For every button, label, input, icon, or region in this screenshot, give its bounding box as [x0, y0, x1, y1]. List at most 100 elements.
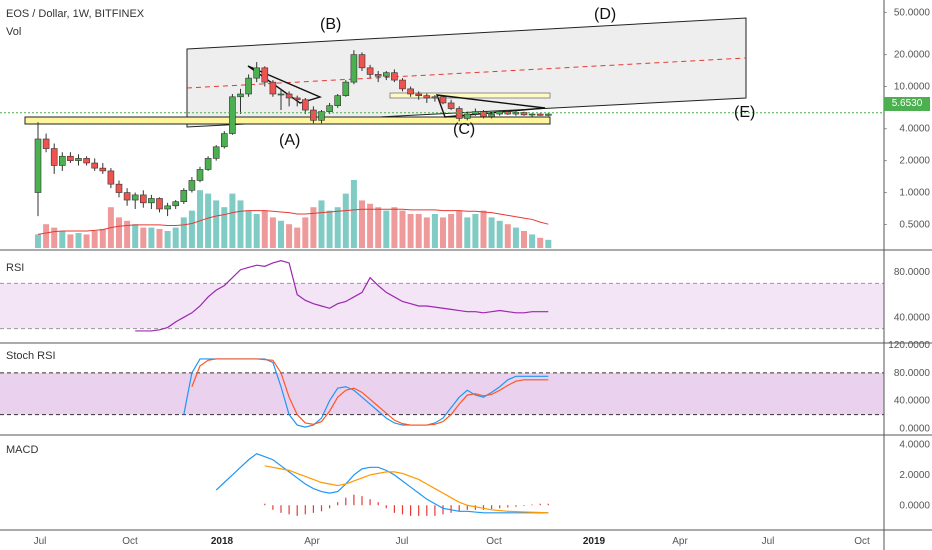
candle-body [229, 96, 236, 134]
x-tick-label: Jul [762, 536, 775, 547]
candle-body [107, 170, 115, 185]
candle-body [58, 155, 66, 166]
x-tick-label: Oct [486, 536, 502, 547]
symbol-title: EOS / Dollar, 1W, BITFINEX [6, 8, 145, 20]
stoch-y-tick-label: 80.0000 [894, 368, 931, 379]
volume-bar [456, 210, 463, 248]
candle-body [67, 155, 74, 161]
volume-bar [51, 227, 58, 248]
rsi-y-tick-label: 40.0000 [894, 312, 931, 323]
macd-y-tick-label: 4.0000 [899, 440, 930, 451]
volume-bar [245, 210, 252, 248]
volume-bar [205, 193, 212, 248]
candle-body [212, 146, 220, 159]
volume-bar [140, 227, 147, 248]
candle-body [91, 162, 98, 169]
candle-body [528, 113, 536, 116]
rsi-y-tick-label: 80.0000 [894, 267, 931, 278]
volume-bar [286, 224, 293, 248]
volume-bar [116, 217, 122, 248]
volume-bar [512, 227, 519, 248]
support-zone [24, 116, 551, 125]
candle-body [358, 54, 366, 69]
wave-label-c: (C) [453, 121, 476, 138]
candle-body [204, 158, 212, 170]
volume-bar [148, 227, 155, 248]
candle-body [310, 109, 317, 121]
y-tick-label: 4.0000 [899, 124, 930, 135]
volume-bar [132, 224, 139, 248]
candle-body [99, 167, 107, 172]
volume-bar [237, 200, 244, 248]
volume-bar [496, 220, 503, 248]
volume-bar [261, 210, 268, 248]
candle-body [342, 81, 350, 96]
candle-body [277, 93, 285, 96]
x-tick-label: Jul [396, 536, 409, 547]
wave-label-a: (A) [279, 132, 301, 149]
candle-body [463, 113, 471, 119]
volume-bar [67, 234, 74, 248]
candle-body [382, 72, 390, 77]
candle-body [245, 77, 252, 95]
volume-bar [124, 220, 131, 248]
candle-body [350, 54, 358, 83]
candle-body [480, 111, 487, 117]
candle-body [131, 194, 139, 201]
candle-body [374, 74, 382, 77]
macd-pane-label: MACD [6, 444, 39, 456]
rsi-pane-label: RSI [6, 262, 25, 274]
y-tick-label: 0.5000 [899, 219, 930, 230]
x-tick-label: Oct [122, 536, 138, 547]
candle-body [50, 148, 58, 166]
volume-bar [221, 207, 228, 248]
candle-body [439, 96, 447, 104]
volume-bar [59, 231, 66, 248]
volume-bar [488, 217, 495, 248]
signal-line [264, 465, 549, 514]
candle-body [366, 67, 374, 75]
y-tick-label: 10.0000 [894, 82, 931, 93]
volume-bar [399, 210, 406, 248]
x-tick-label: Apr [304, 536, 320, 547]
x-tick-label: 2018 [211, 536, 234, 547]
volume-bar [350, 180, 357, 248]
rsi-band [0, 283, 884, 329]
candle-body [455, 108, 463, 119]
candle-body [399, 79, 406, 90]
volume-bar [431, 214, 438, 248]
candle-body [391, 72, 398, 81]
y-tick-label: 50.0000 [894, 7, 931, 18]
candle-body [83, 158, 90, 164]
candle-body [544, 113, 552, 116]
wave-label-e: (E) [734, 104, 756, 121]
volume-bar [91, 231, 98, 248]
rsi-line [135, 260, 549, 332]
volume-bar [213, 200, 220, 248]
y-tick-label: 2.0000 [899, 156, 930, 167]
candle-body [431, 96, 439, 99]
x-tick-label: Apr [672, 536, 688, 547]
candle-body [148, 198, 155, 204]
candle-body [221, 133, 228, 148]
volume-bar [269, 217, 276, 248]
candle-body [188, 180, 196, 191]
candle-body [318, 111, 325, 121]
candle-body [334, 95, 342, 106]
x-tick-label: Jul [34, 536, 47, 547]
candle-body [164, 205, 171, 210]
volume-bar [99, 228, 106, 248]
stoch-rsi-pane-label: Stoch RSI [6, 350, 56, 362]
volume-bar [423, 217, 430, 248]
volume-bar [197, 190, 203, 248]
volume-bar [302, 217, 309, 248]
last-price-badge: 5.6530 [884, 97, 930, 111]
volume-bar [75, 233, 82, 248]
volume-bar [529, 234, 536, 248]
volume-bar [342, 193, 349, 248]
volume-ma-line [37, 208, 549, 235]
candle-body [536, 113, 544, 116]
candle-body [415, 93, 423, 96]
